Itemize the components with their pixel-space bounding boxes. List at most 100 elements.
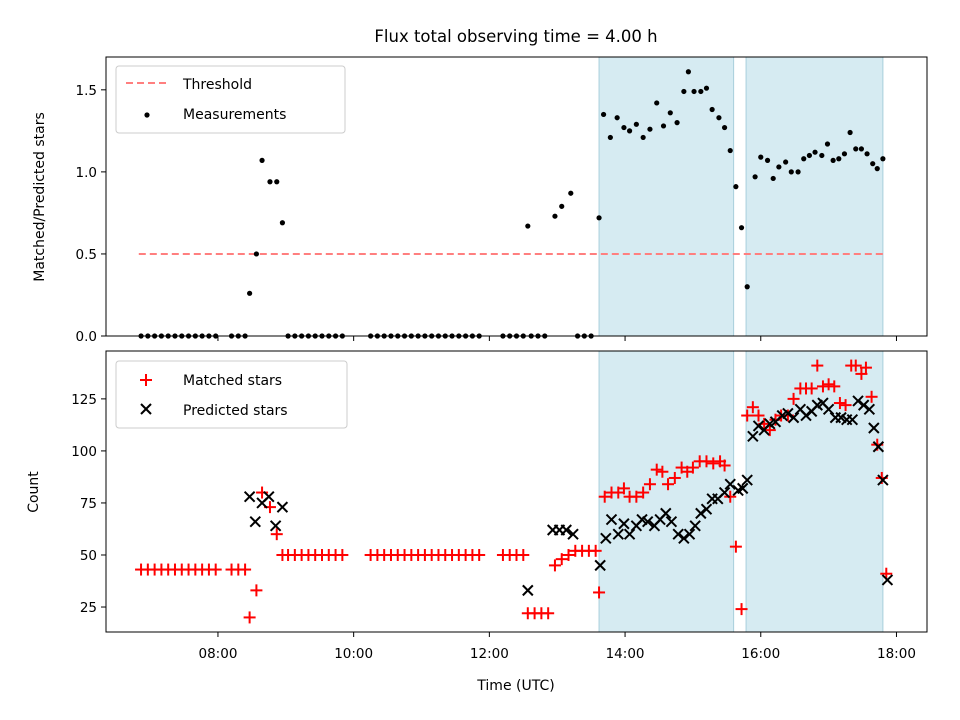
top-x-ticks [217, 336, 897, 341]
predicted-star-point [623, 528, 636, 540]
predicted-star-point [665, 515, 678, 528]
matched-star-point [822, 378, 835, 391]
matched-star-point [598, 490, 611, 503]
predicted-star-point [243, 490, 256, 503]
predicted-star-point [846, 413, 859, 426]
matched-star-point [735, 603, 748, 616]
top-y-tick-label: 0.5 [76, 247, 97, 263]
bottom-y-ticks: 25 50 75 100 125 [71, 392, 106, 616]
predicted-star-point [782, 407, 794, 420]
measurement-point [681, 88, 687, 95]
matched-star-point [336, 548, 349, 561]
matched-star-point [517, 548, 530, 561]
measurement-point [259, 157, 265, 163]
legend-predicted-swatch [140, 403, 152, 415]
legend-predicted-label: Predicted stars [183, 403, 288, 419]
top-shaded-span [598, 56, 735, 337]
matched-star-point [833, 397, 846, 410]
predicted-star-point [752, 420, 765, 432]
matched-star-point [473, 548, 486, 561]
matched-star-point [209, 563, 222, 576]
measurement-point [788, 169, 794, 175]
predicted-star-point [700, 503, 713, 515]
predicted-star-point [787, 411, 800, 424]
predicted-star-point [881, 574, 894, 586]
measurement-point [614, 115, 620, 121]
measurement-point [559, 203, 565, 209]
measurement-point [654, 100, 660, 106]
bottom-panel: 25 50 75 100 125 08:00 10:00 12:00 14:00 16:00 18… [26, 350, 928, 694]
predicted-star-point [269, 520, 282, 532]
matched-star-point [828, 380, 841, 393]
matched-star-point [707, 457, 720, 470]
matched-star-point [662, 478, 675, 491]
predicted-star-point [594, 559, 606, 572]
matched-star-point [805, 382, 818, 395]
top-y-axis-label: Matched/Predicted stars [32, 112, 48, 282]
top-legend: Threshold Measurements [115, 65, 346, 134]
matched-star-point [746, 401, 759, 414]
predicted-star-point [695, 507, 707, 520]
x-axis-label: Time (UTC) [476, 678, 554, 694]
measurement-point [864, 151, 870, 157]
measurement-point [758, 154, 764, 160]
predicted-star-point [877, 474, 889, 486]
measurement-point [703, 85, 710, 91]
predicted-star-point [683, 528, 696, 540]
predicted-star-point [600, 532, 612, 545]
measurement-point [819, 152, 825, 159]
measurement-point [830, 157, 836, 163]
measurement-point [764, 157, 771, 163]
bottom-legend-box [115, 360, 348, 429]
measurement-point [795, 169, 801, 175]
top-shaded-spans [598, 56, 884, 337]
measurement-point [824, 141, 831, 147]
matched-star-point [542, 607, 555, 620]
chart-title: Flux total observing time = 4.00 h [374, 27, 657, 46]
predicted-star-point [852, 395, 864, 407]
bottom-y-tick-label: 50 [80, 548, 97, 564]
predicted-star-point [736, 482, 749, 495]
predicted-star-point [560, 524, 572, 536]
measurement-point [770, 175, 776, 182]
predicted-star-point [249, 515, 261, 528]
top-shaded-span [745, 56, 884, 337]
measurement-point [812, 149, 818, 155]
predicted-star-point [822, 403, 835, 415]
predicted-star-point [800, 409, 812, 422]
bottom-y-tick-label: 100 [71, 444, 97, 460]
matched-star-point [849, 359, 862, 372]
measurement-point [853, 146, 859, 152]
measurement-point [776, 164, 782, 170]
predicted-star-point [868, 422, 880, 434]
predicted-star-point [276, 501, 289, 513]
predicted-star-point [618, 518, 630, 530]
measurement-point [667, 110, 673, 116]
matched-star-point [811, 359, 824, 372]
bottom-shaded-span [598, 350, 735, 633]
matched-star-point [630, 490, 643, 503]
measurement-point [744, 284, 750, 290]
x-tick-label: 08:00 [199, 646, 238, 662]
matched-star-point [865, 390, 878, 403]
predicted-star-point [863, 403, 876, 415]
bottom-y-tick-label: 75 [80, 496, 97, 512]
measurement-point [716, 115, 722, 121]
measurement-point [733, 184, 739, 190]
matched-star-point [787, 392, 800, 405]
top-y-tick-label: 0.0 [76, 329, 97, 345]
matched-star-point [752, 409, 765, 422]
measurement-point [621, 124, 627, 131]
bottom-y-tick-label: 25 [80, 600, 97, 616]
measurement-point [267, 179, 273, 185]
predicted-star-point [718, 486, 731, 499]
legend-matched-label: Matched stars [183, 373, 282, 389]
measurement-point [247, 290, 253, 296]
predicted-star-point [522, 584, 534, 597]
matched-star-point [650, 463, 663, 476]
measurement-point [806, 152, 812, 159]
top-y-ticks: 0.0 0.5 1.0 1.5 [76, 83, 106, 345]
predicted-star-point [872, 441, 885, 453]
predicted-star-point [689, 520, 701, 532]
